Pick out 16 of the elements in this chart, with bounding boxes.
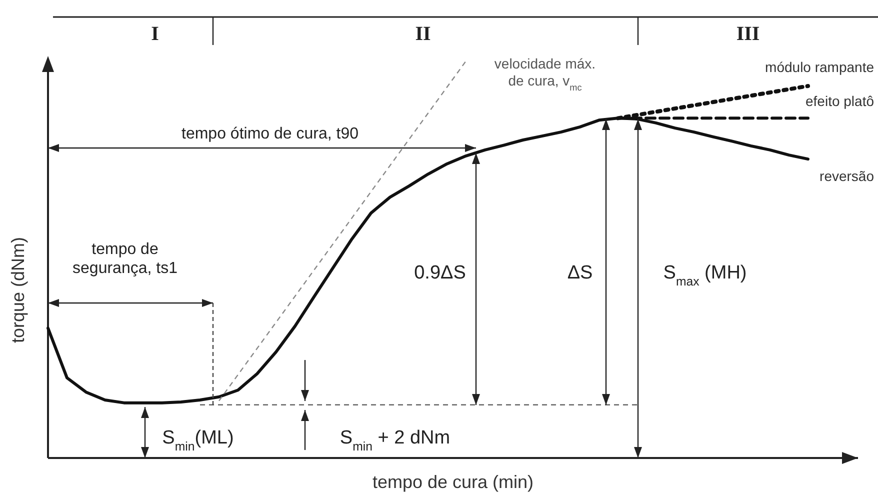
annotation: ΔS <box>567 262 593 284</box>
text: III <box>736 23 760 45</box>
annotation: S$_{max}$ (MH) <box>663 262 747 289</box>
annotation: tempo ótimo de cura, t90 <box>182 126 359 143</box>
text: II <box>415 23 431 45</box>
annotation: 0.9ΔS <box>414 262 466 284</box>
series-label: reversão <box>820 168 874 184</box>
series-label: efeito platô <box>806 93 874 110</box>
annotation: tempo de segurança, ts1 <box>72 241 178 278</box>
annotation: S$_{min}$(ML) <box>162 428 234 454</box>
text: I <box>151 23 160 45</box>
annotation: S$_{min}$ + 2 dNm <box>340 428 450 454</box>
x-axis-title: tempo de cura (min) <box>372 472 534 492</box>
annotation: velocidade máx. de cura, v$_{mc}$ <box>494 56 596 92</box>
y-axis-title: torque (dNm) <box>8 236 28 344</box>
series-label: módulo rampante <box>765 59 874 76</box>
